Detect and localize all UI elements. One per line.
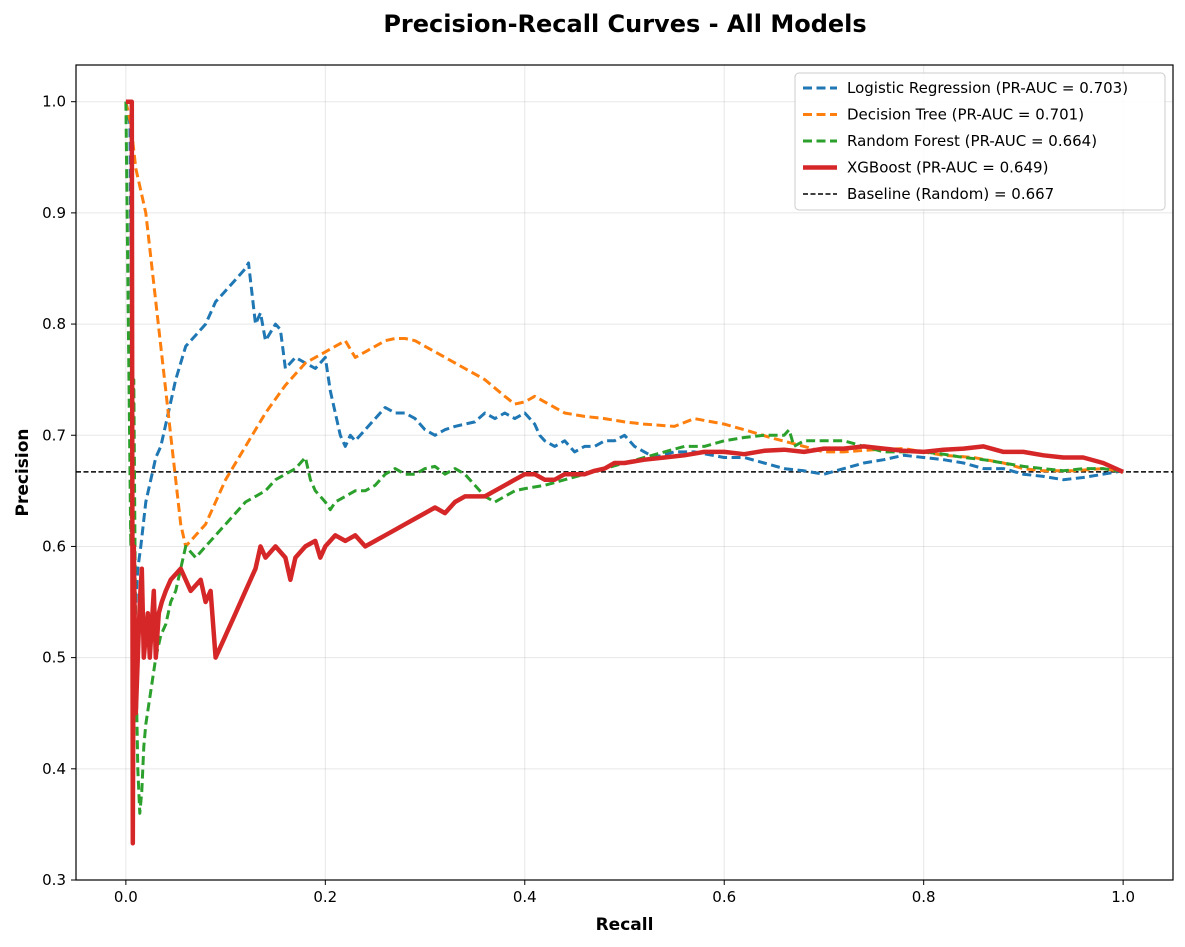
x-axis-label: Recall xyxy=(596,915,654,935)
legend-label-4: Baseline (Random) = 0.667 xyxy=(847,185,1054,203)
x-tick-label: 1.0 xyxy=(1111,888,1135,906)
y-tick-label: 0.4 xyxy=(42,760,66,778)
y-axis-label: Precision xyxy=(13,428,33,516)
legend-box xyxy=(794,72,1166,211)
y-tick-label: 0.3 xyxy=(42,871,66,889)
series-line-3 xyxy=(125,99,1125,846)
y-tick-label: 0.6 xyxy=(42,537,66,555)
chart-title: Precision-Recall Curves - All Models xyxy=(383,10,866,38)
legend-label-0: Logistic Regression (PR-AUC = 0.703) xyxy=(847,79,1128,97)
legend-label-2: Random Forest (PR-AUC = 0.664) xyxy=(847,132,1097,150)
x-tick-label: 0.2 xyxy=(313,888,337,906)
axis-ticks: 0.0 0.2 0.4 0.6 0.8 1.0 0.3 0.4 0.5 0.6 0.7 0.8 0.9 1… xyxy=(42,93,1135,906)
y-tick-label: 0.9 xyxy=(42,204,66,222)
series-layer xyxy=(76,99,1173,846)
y-tick-label: 1.0 xyxy=(42,93,66,111)
series-line-2 xyxy=(124,101,1124,815)
legend-label-1: Decision Tree (PR-AUC = 0.701) xyxy=(847,106,1084,124)
legend: Logistic Regression (PR-AUC = 0.703) Deci… xyxy=(794,72,1166,211)
x-tick-label: 0.0 xyxy=(114,888,138,906)
series-line-1 xyxy=(124,101,1124,548)
series-line-0 xyxy=(124,101,1124,637)
y-tick-label: 0.7 xyxy=(42,426,66,444)
plot-frame xyxy=(75,64,1174,881)
x-tick-label: 0.4 xyxy=(513,888,537,906)
legend-label-3: XGBoost (PR-AUC = 0.649) xyxy=(847,159,1048,177)
x-tick-label: 0.8 xyxy=(912,888,936,906)
y-tick-label: 0.5 xyxy=(42,649,66,667)
y-tick-label: 0.8 xyxy=(42,315,66,333)
x-tick-label: 0.6 xyxy=(712,888,736,906)
